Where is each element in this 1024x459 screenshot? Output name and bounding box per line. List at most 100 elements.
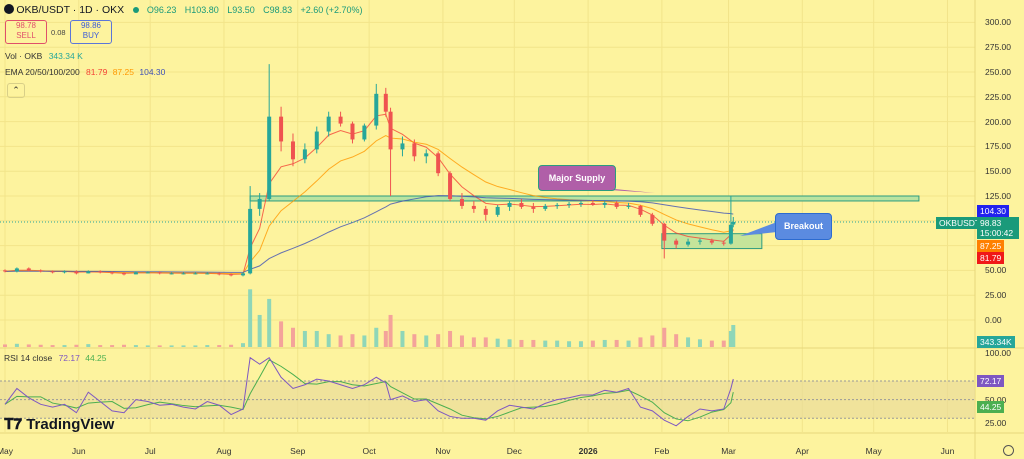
buy-label: BUY bbox=[82, 31, 100, 40]
rsi-tick-label: 25.00 bbox=[985, 417, 1007, 428]
time-tick-label: Aug bbox=[216, 446, 232, 456]
price-tick-label: 50.00 bbox=[985, 265, 1007, 276]
price-tick-label: 250.00 bbox=[985, 67, 1011, 77]
volume-bar bbox=[412, 334, 417, 347]
time-tick-label: 2026 bbox=[578, 446, 598, 456]
candle-body bbox=[98, 271, 103, 273]
candle-body bbox=[38, 270, 43, 272]
candle-body bbox=[374, 93, 379, 126]
sell-label: SELL bbox=[16, 31, 36, 40]
candle-body bbox=[362, 125, 367, 140]
price-tick-label: 25.00 bbox=[985, 290, 1007, 301]
volume-bar bbox=[217, 345, 222, 347]
time-tick-label: Apr bbox=[795, 446, 809, 456]
candle-body bbox=[205, 273, 210, 275]
volume-bar bbox=[157, 345, 162, 347]
candle-body bbox=[338, 116, 343, 124]
candle-body bbox=[424, 153, 429, 157]
volume-bar bbox=[302, 330, 307, 347]
volume-bar bbox=[290, 327, 295, 347]
symbol-title[interactable]: OKB/USDT · 1D · OKX bbox=[16, 4, 125, 16]
candle-body bbox=[495, 206, 500, 215]
volume-bar bbox=[14, 343, 19, 347]
candle-body bbox=[383, 93, 388, 112]
time-tick-label: Nov bbox=[435, 446, 451, 456]
candle-body bbox=[3, 270, 7, 272]
price-tick-label: 200.00 bbox=[985, 116, 1011, 127]
volume-bar bbox=[709, 340, 714, 347]
candle-body bbox=[86, 271, 91, 274]
volume-label: Vol · OKB bbox=[5, 51, 43, 61]
candle-body bbox=[567, 203, 572, 205]
rsi-legend[interactable]: RSI 14 close 72.17 44.25 bbox=[4, 353, 107, 363]
candle-body bbox=[626, 205, 631, 207]
major-supply-callout[interactable]: Major Supply bbox=[538, 165, 616, 191]
time-tick-label: May bbox=[0, 446, 14, 456]
ema200-value: 104.30 bbox=[139, 67, 166, 77]
rsi-ma-line bbox=[4, 359, 734, 422]
candle-body bbox=[267, 116, 272, 199]
buy-button[interactable]: 98.86 BUY bbox=[70, 20, 112, 44]
volume-bar bbox=[436, 334, 441, 347]
time-tick-label: Oct bbox=[362, 446, 376, 456]
candle-body bbox=[731, 221, 736, 225]
volume-bar bbox=[626, 340, 631, 347]
ema-legend[interactable]: EMA 20/50/100/200 81.79 87.25 104.30 bbox=[5, 67, 165, 77]
candle-body bbox=[193, 273, 198, 275]
candle-body bbox=[229, 274, 234, 276]
ema-label: EMA 20/50/100/200 bbox=[5, 67, 80, 77]
candle-body bbox=[14, 268, 19, 272]
candle-body bbox=[483, 208, 488, 215]
volume-bar bbox=[662, 327, 667, 347]
volume-bar bbox=[674, 334, 679, 347]
candle-body bbox=[697, 240, 702, 242]
sell-button[interactable]: 98.78 SELL bbox=[5, 20, 47, 44]
price-tick-label: 275.00 bbox=[985, 42, 1011, 53]
price-tick-label: 175.00 bbox=[985, 141, 1011, 152]
volume-bar bbox=[50, 345, 55, 347]
volume-bar bbox=[133, 345, 138, 347]
candle-body bbox=[638, 205, 643, 215]
volume-bar bbox=[145, 345, 150, 347]
candle-body bbox=[241, 273, 245, 276]
volume-bar bbox=[257, 314, 262, 347]
volume-bar bbox=[193, 345, 198, 347]
change-value: +2.60 (+2.70%) bbox=[300, 5, 363, 15]
volume-bar bbox=[721, 340, 726, 347]
settings-icon[interactable] bbox=[1003, 445, 1014, 456]
volume-bar bbox=[697, 339, 702, 347]
candle-body bbox=[728, 224, 733, 244]
candle-body bbox=[650, 214, 655, 224]
symbol-legend: OKB/USDT · 1D · OKX O96.23 H103.80 L93.5… bbox=[4, 4, 363, 16]
chevron-up-icon[interactable]: ⌃ bbox=[7, 83, 25, 98]
price-tick-label: 0.00 bbox=[985, 315, 1002, 325]
candle-body bbox=[133, 272, 138, 275]
buy-price: 98.86 bbox=[80, 21, 102, 30]
spread-value: 0.08 bbox=[51, 28, 66, 37]
candle-body bbox=[157, 272, 162, 274]
candle-body bbox=[721, 242, 726, 244]
volume-legend[interactable]: Vol · OKB 343.34 K bbox=[5, 51, 83, 61]
candle-body bbox=[531, 206, 536, 209]
candle-body bbox=[257, 198, 262, 209]
volume-bar bbox=[728, 330, 733, 347]
tradingview-logo[interactable]: 𝐓𝟕 TradingView bbox=[4, 416, 114, 433]
candle-body bbox=[350, 123, 355, 140]
breakout-callout-pointer bbox=[740, 222, 777, 236]
price-tick-label: 150.00 bbox=[985, 166, 1011, 177]
breakout-callout[interactable]: Breakout bbox=[775, 213, 832, 240]
volume-bar bbox=[26, 344, 31, 347]
ema200-tag: 104.30 bbox=[977, 205, 1009, 217]
volume-bar bbox=[686, 337, 691, 347]
candle-body bbox=[248, 208, 253, 274]
candle-body bbox=[326, 116, 331, 132]
candle-body bbox=[578, 202, 583, 204]
volume-bar bbox=[374, 327, 379, 347]
volume-bar bbox=[267, 298, 272, 347]
volume-bar bbox=[205, 345, 210, 347]
symbol-tag: OKBUSDT bbox=[936, 217, 984, 229]
volume-bar bbox=[122, 344, 126, 347]
tradingview-logo-text: TradingView bbox=[26, 416, 115, 433]
candle-body bbox=[279, 116, 284, 142]
